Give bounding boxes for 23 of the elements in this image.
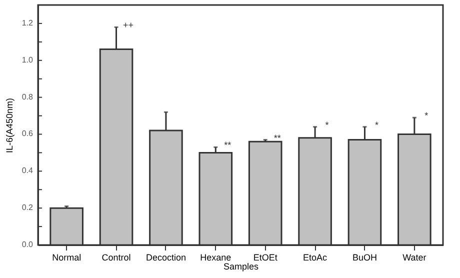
annotation: ** bbox=[224, 140, 232, 150]
x-tick-label: Normal bbox=[52, 252, 82, 262]
y-tick-label: 0.0 bbox=[22, 240, 34, 249]
y-tick-label: 0.6 bbox=[22, 129, 34, 138]
y-axis-title: IL-6(A450nm) bbox=[4, 98, 14, 154]
y-tick-label: 0.4 bbox=[22, 166, 34, 176]
x-tick-label: Decoction bbox=[146, 252, 186, 262]
annotation: * bbox=[325, 120, 330, 130]
annotation: ++ bbox=[123, 20, 134, 30]
y-tick-label: 1.0 bbox=[22, 55, 34, 64]
y-tick-label: 0.2 bbox=[22, 203, 34, 212]
x-tick-label: Hexane bbox=[200, 252, 232, 262]
x-axis-title: Samples bbox=[223, 262, 260, 272]
y-tick-label: 1.2 bbox=[22, 18, 34, 28]
annotation: * bbox=[374, 120, 379, 130]
y-tick-label: 0.8 bbox=[22, 92, 34, 102]
x-tick-label: BuOH bbox=[352, 252, 377, 262]
x-tick-label: EtoAc bbox=[303, 252, 328, 262]
annotation: ** bbox=[274, 132, 282, 143]
annotation: * bbox=[424, 110, 429, 121]
x-tick-label: Control bbox=[102, 252, 131, 262]
x-tick-label: EtOEt bbox=[253, 252, 278, 262]
x-tick-label: Water bbox=[402, 252, 426, 262]
